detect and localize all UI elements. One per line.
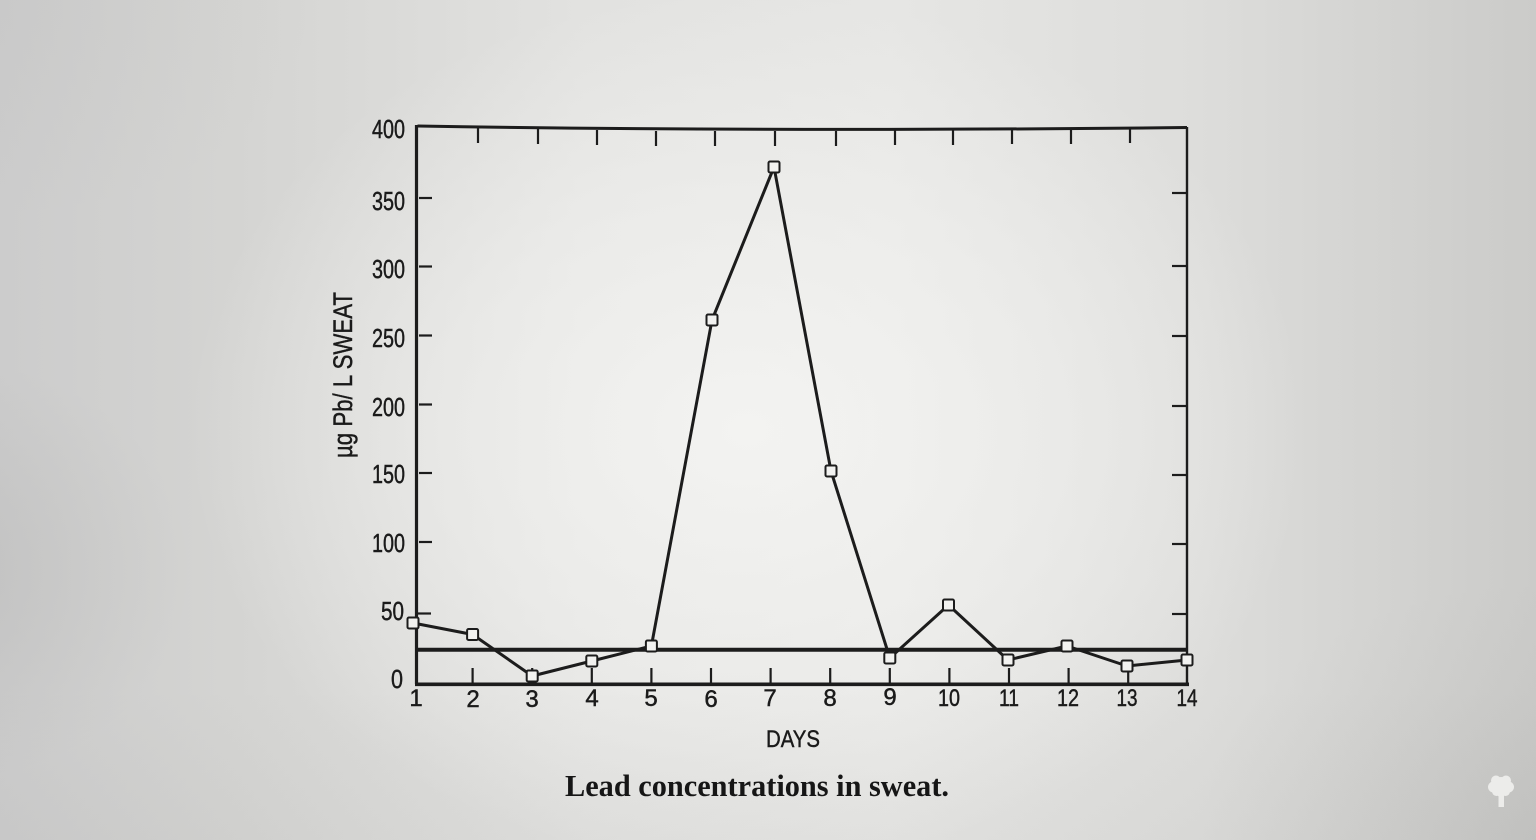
svg-text:8: 8 bbox=[823, 685, 836, 712]
svg-text:150: 150 bbox=[372, 459, 405, 489]
svg-text:100: 100 bbox=[372, 528, 405, 558]
svg-text:3: 3 bbox=[525, 686, 538, 713]
svg-text:13: 13 bbox=[1117, 685, 1138, 712]
svg-text:Lead concentrations in sweat.: Lead concentrations in sweat. bbox=[565, 768, 949, 803]
svg-text:7: 7 bbox=[763, 685, 776, 712]
svg-text:400: 400 bbox=[372, 114, 405, 144]
svg-text:200: 200 bbox=[372, 392, 405, 422]
svg-text:250: 250 bbox=[372, 323, 405, 353]
svg-text:10: 10 bbox=[938, 685, 960, 712]
svg-text:14: 14 bbox=[1177, 685, 1198, 712]
svg-text:1: 1 bbox=[409, 685, 422, 712]
svg-text:12: 12 bbox=[1057, 685, 1079, 712]
svg-text:4: 4 bbox=[585, 685, 598, 712]
svg-text:0: 0 bbox=[391, 664, 403, 694]
svg-text:DAYS: DAYS bbox=[766, 726, 820, 753]
svg-text:6: 6 bbox=[704, 686, 717, 713]
svg-text:µg Pb/ L SWEAT: µg Pb/ L SWEAT bbox=[328, 292, 358, 458]
svg-text:2: 2 bbox=[466, 686, 479, 713]
svg-text:5: 5 bbox=[644, 685, 657, 712]
svg-text:9: 9 bbox=[883, 684, 896, 711]
svg-text:350: 350 bbox=[372, 186, 405, 216]
svg-text:300: 300 bbox=[372, 254, 405, 284]
svg-text:11: 11 bbox=[999, 685, 1019, 712]
svg-text:50: 50 bbox=[381, 596, 404, 626]
